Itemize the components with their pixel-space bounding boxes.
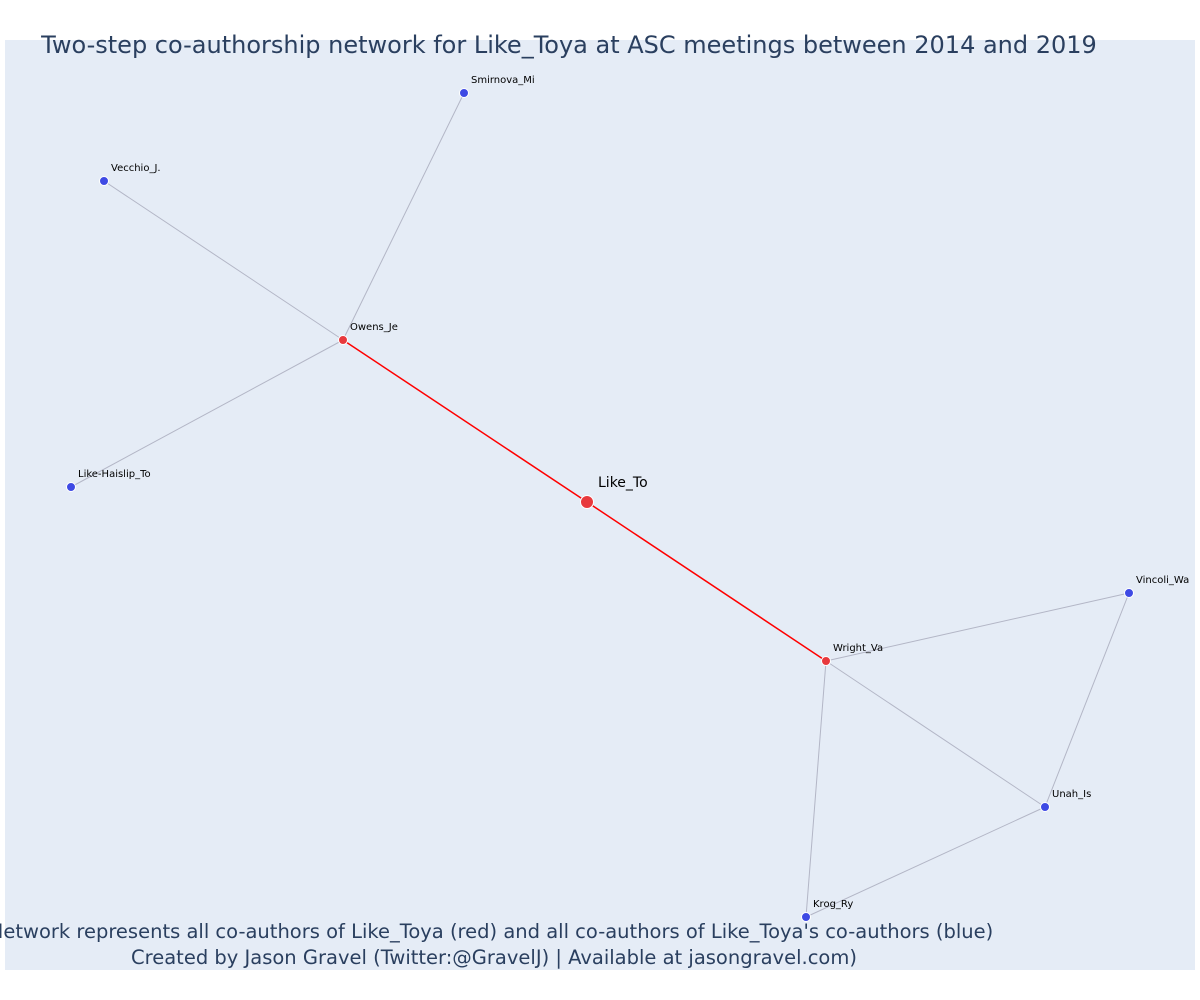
node-label-vincoli-wa: Vincoli_Wa bbox=[1136, 575, 1189, 586]
node-label-wright-va: Wright_Va bbox=[833, 643, 883, 654]
edges-layer bbox=[70, 92, 1130, 918]
caption-line-2: Created by Jason Gravel (Twitter:@Gravel… bbox=[131, 946, 857, 969]
node-owens-je[interactable] bbox=[338, 335, 348, 345]
node-like-to[interactable] bbox=[580, 495, 594, 509]
node-label-krog-ry: Krog_Ry bbox=[813, 899, 853, 910]
node-label-unah-is: Unah_Is bbox=[1052, 789, 1091, 800]
node-label-owens-je: Owens_Je bbox=[350, 322, 398, 333]
node-vincoli-wa[interactable] bbox=[1124, 588, 1134, 598]
node-vecchio-j[interactable] bbox=[99, 176, 109, 186]
node-label-like-haislip-to: Like-Haislip_To bbox=[78, 469, 151, 480]
node-label-vecchio-j: Vecchio_J. bbox=[111, 163, 161, 174]
edge-owens-je-vecchio-j bbox=[103, 180, 344, 341]
edge-owens-je-like-haislip-to bbox=[70, 339, 344, 488]
node-label-like-to: Like_To bbox=[598, 475, 648, 491]
node-unah-is[interactable] bbox=[1040, 802, 1050, 812]
edge-unah-is-krog-ry bbox=[805, 806, 1046, 918]
node-smirnova-mi[interactable] bbox=[459, 88, 469, 98]
node-wright-va[interactable] bbox=[821, 656, 831, 666]
edge-like-to-owens-je bbox=[342, 339, 588, 503]
edge-wright-va-unah-is bbox=[825, 660, 1046, 808]
labels-layer: Like_To Owens_Je Wright_Va Smirnova_Mi Vecch… bbox=[78, 75, 1189, 910]
chart-title: Two-step co-authorship network for Like_… bbox=[40, 31, 1097, 59]
edge-owens-je-smirnova-mi bbox=[342, 92, 465, 341]
caption-line-1: Network represents all co-authors of Lik… bbox=[0, 920, 993, 943]
plot-area bbox=[5, 40, 1195, 970]
edge-wright-va-krog-ry bbox=[805, 660, 827, 918]
node-like-haislip-to[interactable] bbox=[66, 482, 76, 492]
node-label-smirnova-mi: Smirnova_Mi bbox=[471, 75, 535, 86]
nodes-layer bbox=[66, 88, 1134, 922]
edge-like-to-wright-va bbox=[586, 501, 827, 662]
edge-vincoli-wa-unah-is bbox=[1044, 592, 1130, 808]
node-krog-ry[interactable] bbox=[801, 912, 811, 922]
edge-wright-va-vincoli-wa bbox=[825, 592, 1130, 662]
